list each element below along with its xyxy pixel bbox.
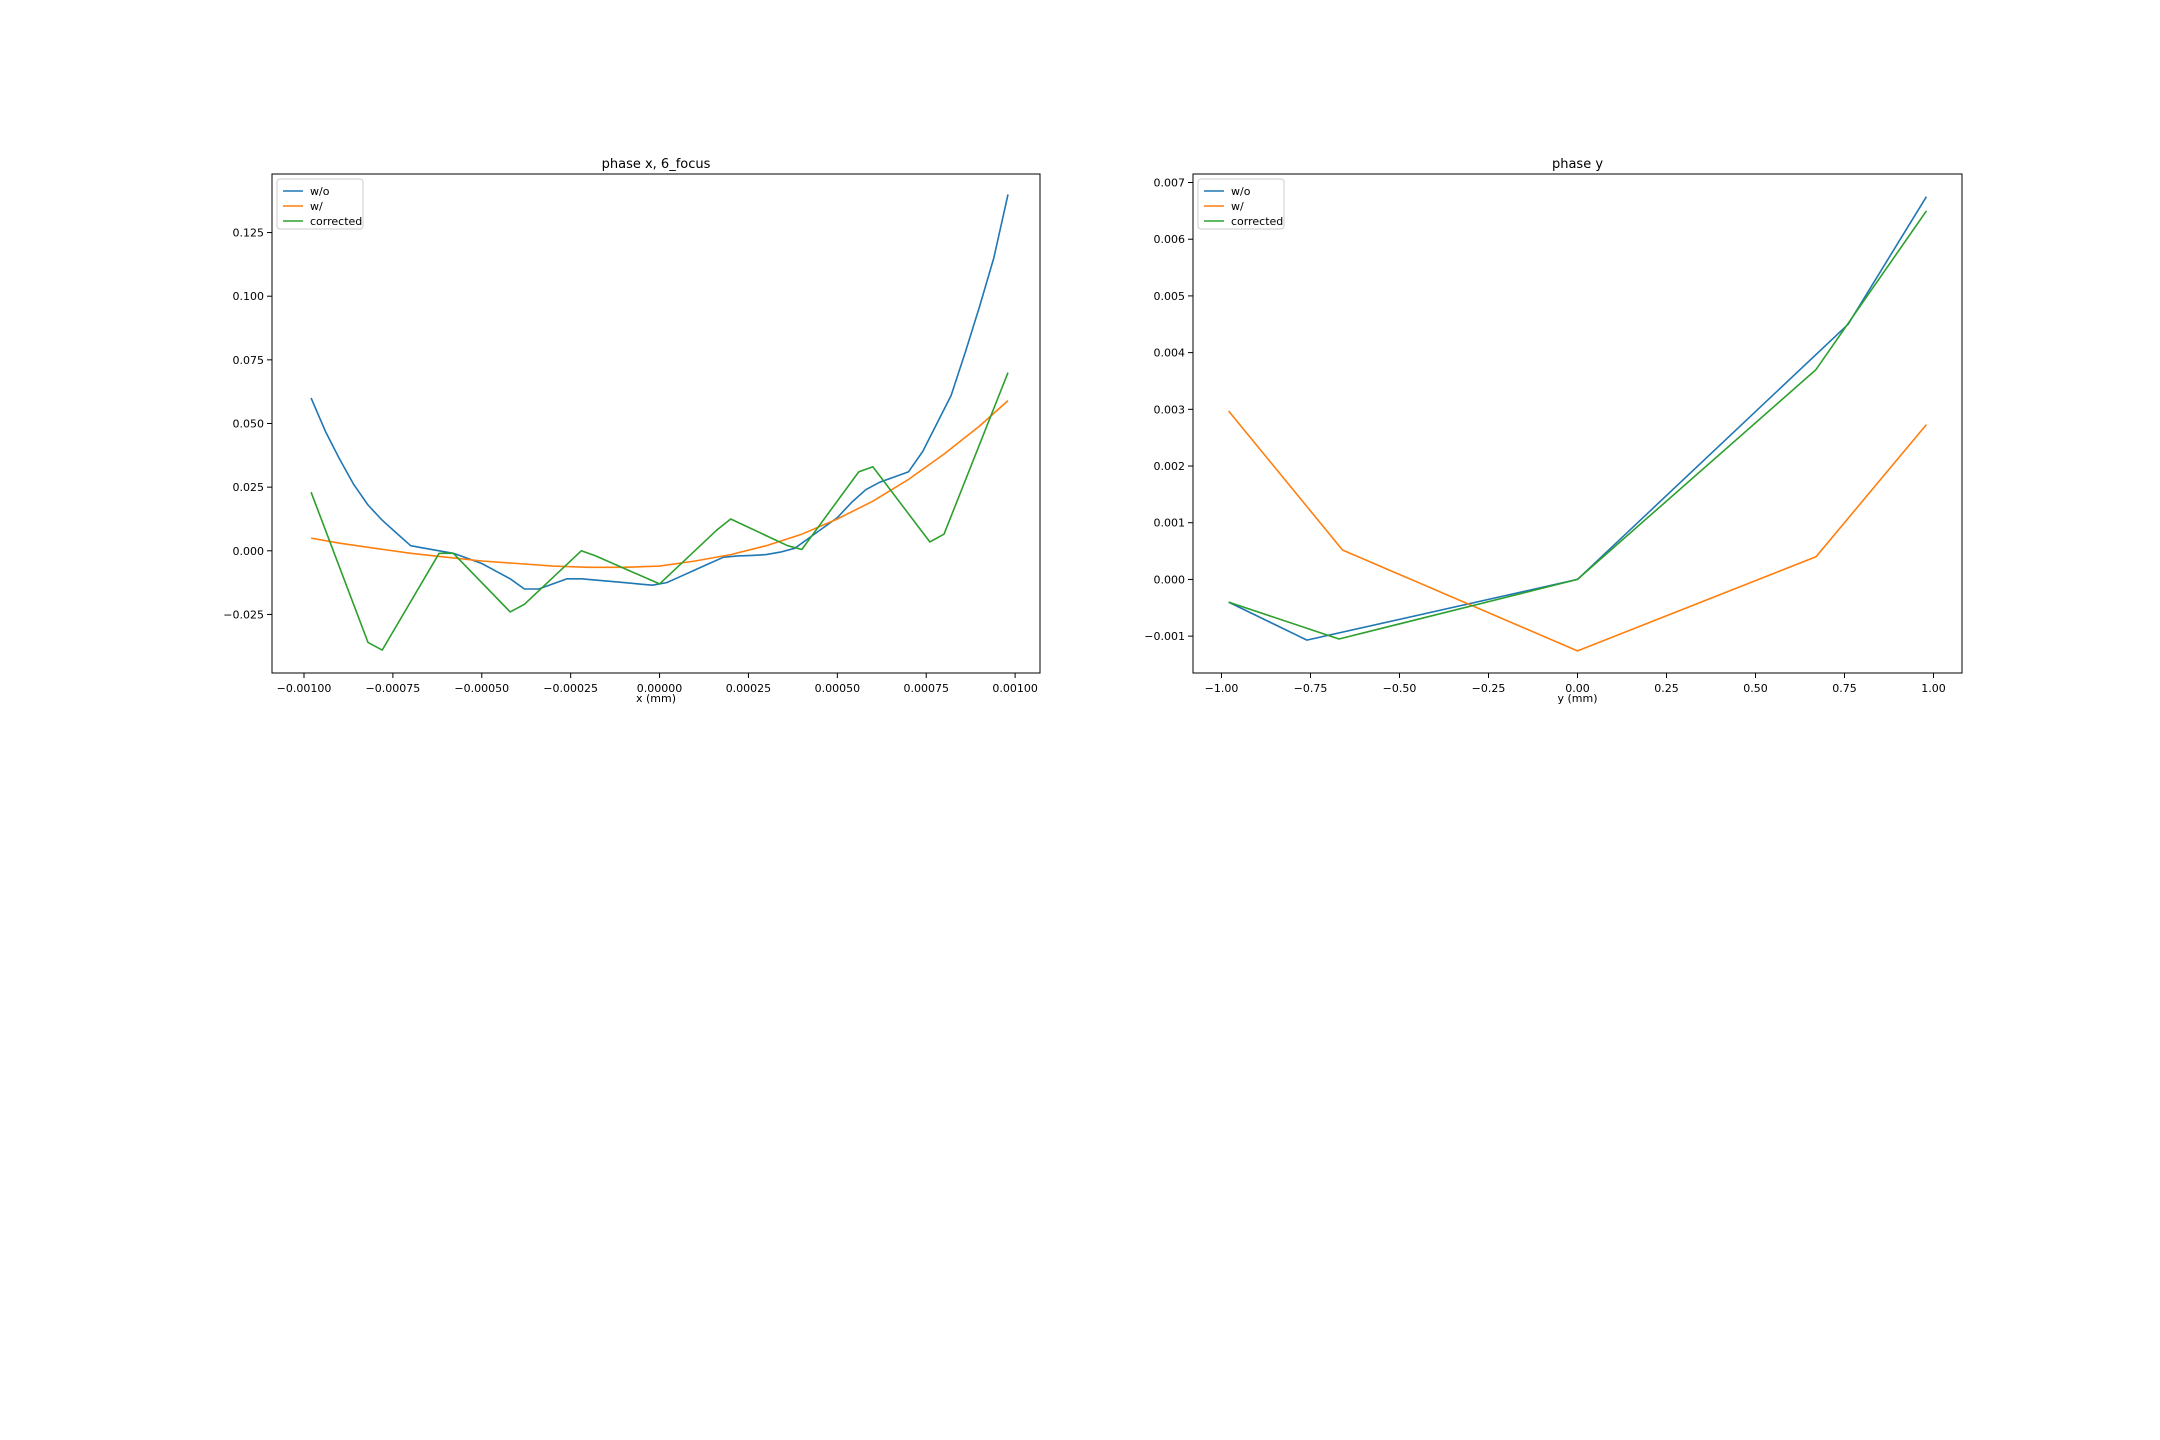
y-tick-label: 0.001 <box>1154 517 1186 530</box>
plot-frame <box>271 173 1041 674</box>
y-tick-label: −0.025 <box>223 608 264 621</box>
chart-title: phase y <box>1552 157 1603 172</box>
y-tick-label: 0.005 <box>1154 290 1186 303</box>
legend-label: w/o <box>1231 185 1251 198</box>
series-line-w <box>310 400 1009 569</box>
series-line-corrected <box>1228 210 1928 640</box>
legend-label: corrected <box>310 215 362 228</box>
y-tick-label: 0.002 <box>1154 460 1186 473</box>
x-tick-label: 0.00 <box>1565 682 1590 695</box>
x-tick-label: 0.00075 <box>903 682 949 695</box>
y-tick-label: 0.003 <box>1154 403 1186 416</box>
series-line-wo <box>310 194 1009 590</box>
chart-phase-y: −1.00 −0.75 −0.50 −0.25 0.00 0.25 0.50 0.75 1.00… <box>1144 157 1963 705</box>
legend-label: w/o <box>310 185 330 198</box>
legend-label: w/ <box>310 200 323 213</box>
y-tick-label: 0.100 <box>233 290 265 303</box>
x-tick-label: 0.75 <box>1832 682 1857 695</box>
x-axis-label: x (mm) <box>636 692 676 705</box>
x-tick-label: −0.00025 <box>543 682 598 695</box>
x-tick-label: 0.00050 <box>815 682 861 695</box>
y-tick-label: 0.050 <box>233 418 265 431</box>
chart-phase-x: −0.00100 −0.00075 −0.00050 −0.00025 0.00000 0… <box>223 157 1041 705</box>
plot-frame <box>1192 173 1963 674</box>
y-tick-label: 0.025 <box>233 481 265 494</box>
x-tick-label: −0.00050 <box>454 682 509 695</box>
x-tick-label: 0.00100 <box>992 682 1038 695</box>
x-tick-label: −0.00100 <box>277 682 332 695</box>
y-tick-label: 0.000 <box>233 545 265 558</box>
x-tick-label: −0.50 <box>1383 682 1417 695</box>
x-tick-label: 0.00000 <box>637 682 683 695</box>
y-tick-label: 0.006 <box>1154 233 1186 246</box>
y-tick-label: 0.125 <box>233 227 265 240</box>
x-tick-label: −0.75 <box>1294 682 1328 695</box>
series-line-corrected <box>310 372 1009 651</box>
x-tick-label: 1.00 <box>1921 682 1946 695</box>
x-tick-label: −0.00075 <box>366 682 421 695</box>
y-tick-label: 0.000 <box>1154 573 1186 586</box>
x-tick-label: −1.00 <box>1205 682 1239 695</box>
y-tick-label: 0.004 <box>1154 347 1186 360</box>
y-tick-label: −0.001 <box>1144 630 1185 643</box>
series-line-wo <box>1228 196 1928 641</box>
y-tick-label: 0.007 <box>1154 177 1186 190</box>
x-tick-label: 0.00025 <box>726 682 772 695</box>
legend-label: w/ <box>1231 200 1244 213</box>
x-tick-label: −0.25 <box>1472 682 1506 695</box>
chart-title: phase x, 6_focus <box>602 157 711 172</box>
x-tick-label: 0.50 <box>1743 682 1768 695</box>
y-tick-label: 0.075 <box>233 354 265 367</box>
x-axis-label: y (mm) <box>1557 692 1597 705</box>
x-tick-label: 0.25 <box>1654 682 1679 695</box>
legend-label: corrected <box>1231 215 1283 228</box>
series-line-w <box>1227 410 1928 652</box>
